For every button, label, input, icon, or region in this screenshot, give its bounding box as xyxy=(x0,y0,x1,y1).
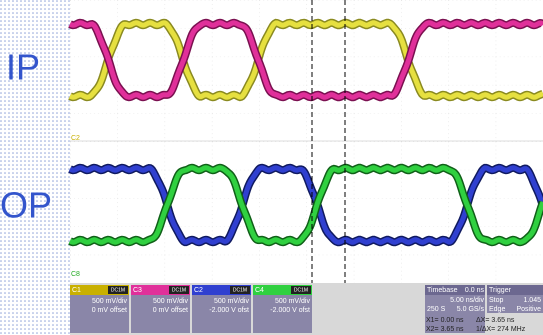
timebase-scale: 5.00 ns/div xyxy=(450,297,484,304)
scope-screenshot: IP OP C2 C8 C1DC1M500 mV/div0 mV offsetC… xyxy=(0,0,543,335)
channel-box: C3 DC1M 500 mV/div 0 mV offset xyxy=(131,285,190,333)
cursor-x1-readout: X1= 0.00 ns xyxy=(426,317,464,324)
channel-scale: 500 mV/div xyxy=(275,298,311,305)
channel-offset: 0 mV offset xyxy=(153,307,188,314)
timebase-delay: 0.0 ns xyxy=(465,287,485,294)
channel-offset: 0 mV offset xyxy=(92,307,127,314)
cursor-dx-readout: ΔX= 3.65 ns xyxy=(476,317,515,324)
marker: C8 xyxy=(71,271,80,278)
channel-name: C3 xyxy=(133,287,142,294)
channel-coupling: DC1M xyxy=(233,287,247,293)
channel-offset: -2.000 V ofst xyxy=(270,307,310,314)
op-label: OP xyxy=(0,185,52,226)
channel-name: C4 xyxy=(255,287,264,294)
trigger-type: Edge xyxy=(489,306,505,313)
marker: C2 xyxy=(71,135,80,142)
channel-box: C2 DC1M 500 mV/div -2.000 V ofst xyxy=(192,285,251,333)
channel-box: C4 DC1M 500 mV/div -2.000 V ofst xyxy=(253,285,312,333)
cursor-inv-readout: 1/ΔX= 274 MHz xyxy=(476,326,526,333)
cursor-x2-readout: X2= 3.65 ns xyxy=(426,326,464,333)
trigger-slope: Positive xyxy=(516,306,541,313)
channel-scale: 500 mV/div xyxy=(92,298,128,305)
channel-name: C2 xyxy=(194,287,203,294)
channel-coupling: DC1M xyxy=(172,287,186,293)
trigger-mode: Stop xyxy=(489,297,504,304)
channel-coupling: DC1M xyxy=(111,287,125,293)
timebase-samples: 250 S xyxy=(427,306,446,313)
trigger-level: 1.045 xyxy=(523,297,541,304)
channel-scale: 500 mV/div xyxy=(153,298,189,305)
channel-scale: 500 mV/div xyxy=(214,298,250,305)
channel-name: C1 xyxy=(72,287,81,294)
channel-box: C1 DC1M 500 mV/div 0 mV offset xyxy=(70,285,129,333)
channel-offset: -2.000 V ofst xyxy=(209,307,249,314)
ip-label: IP xyxy=(6,47,40,88)
channel-coupling: DC1M xyxy=(294,287,308,293)
trigger-title: Trigger xyxy=(489,287,512,294)
timebase-title: Timebase xyxy=(427,287,458,294)
timebase-rate: 5.0 GS/s xyxy=(457,306,485,313)
trigger-box: Trigger Stop 1.045 Edge Positive xyxy=(487,285,543,313)
